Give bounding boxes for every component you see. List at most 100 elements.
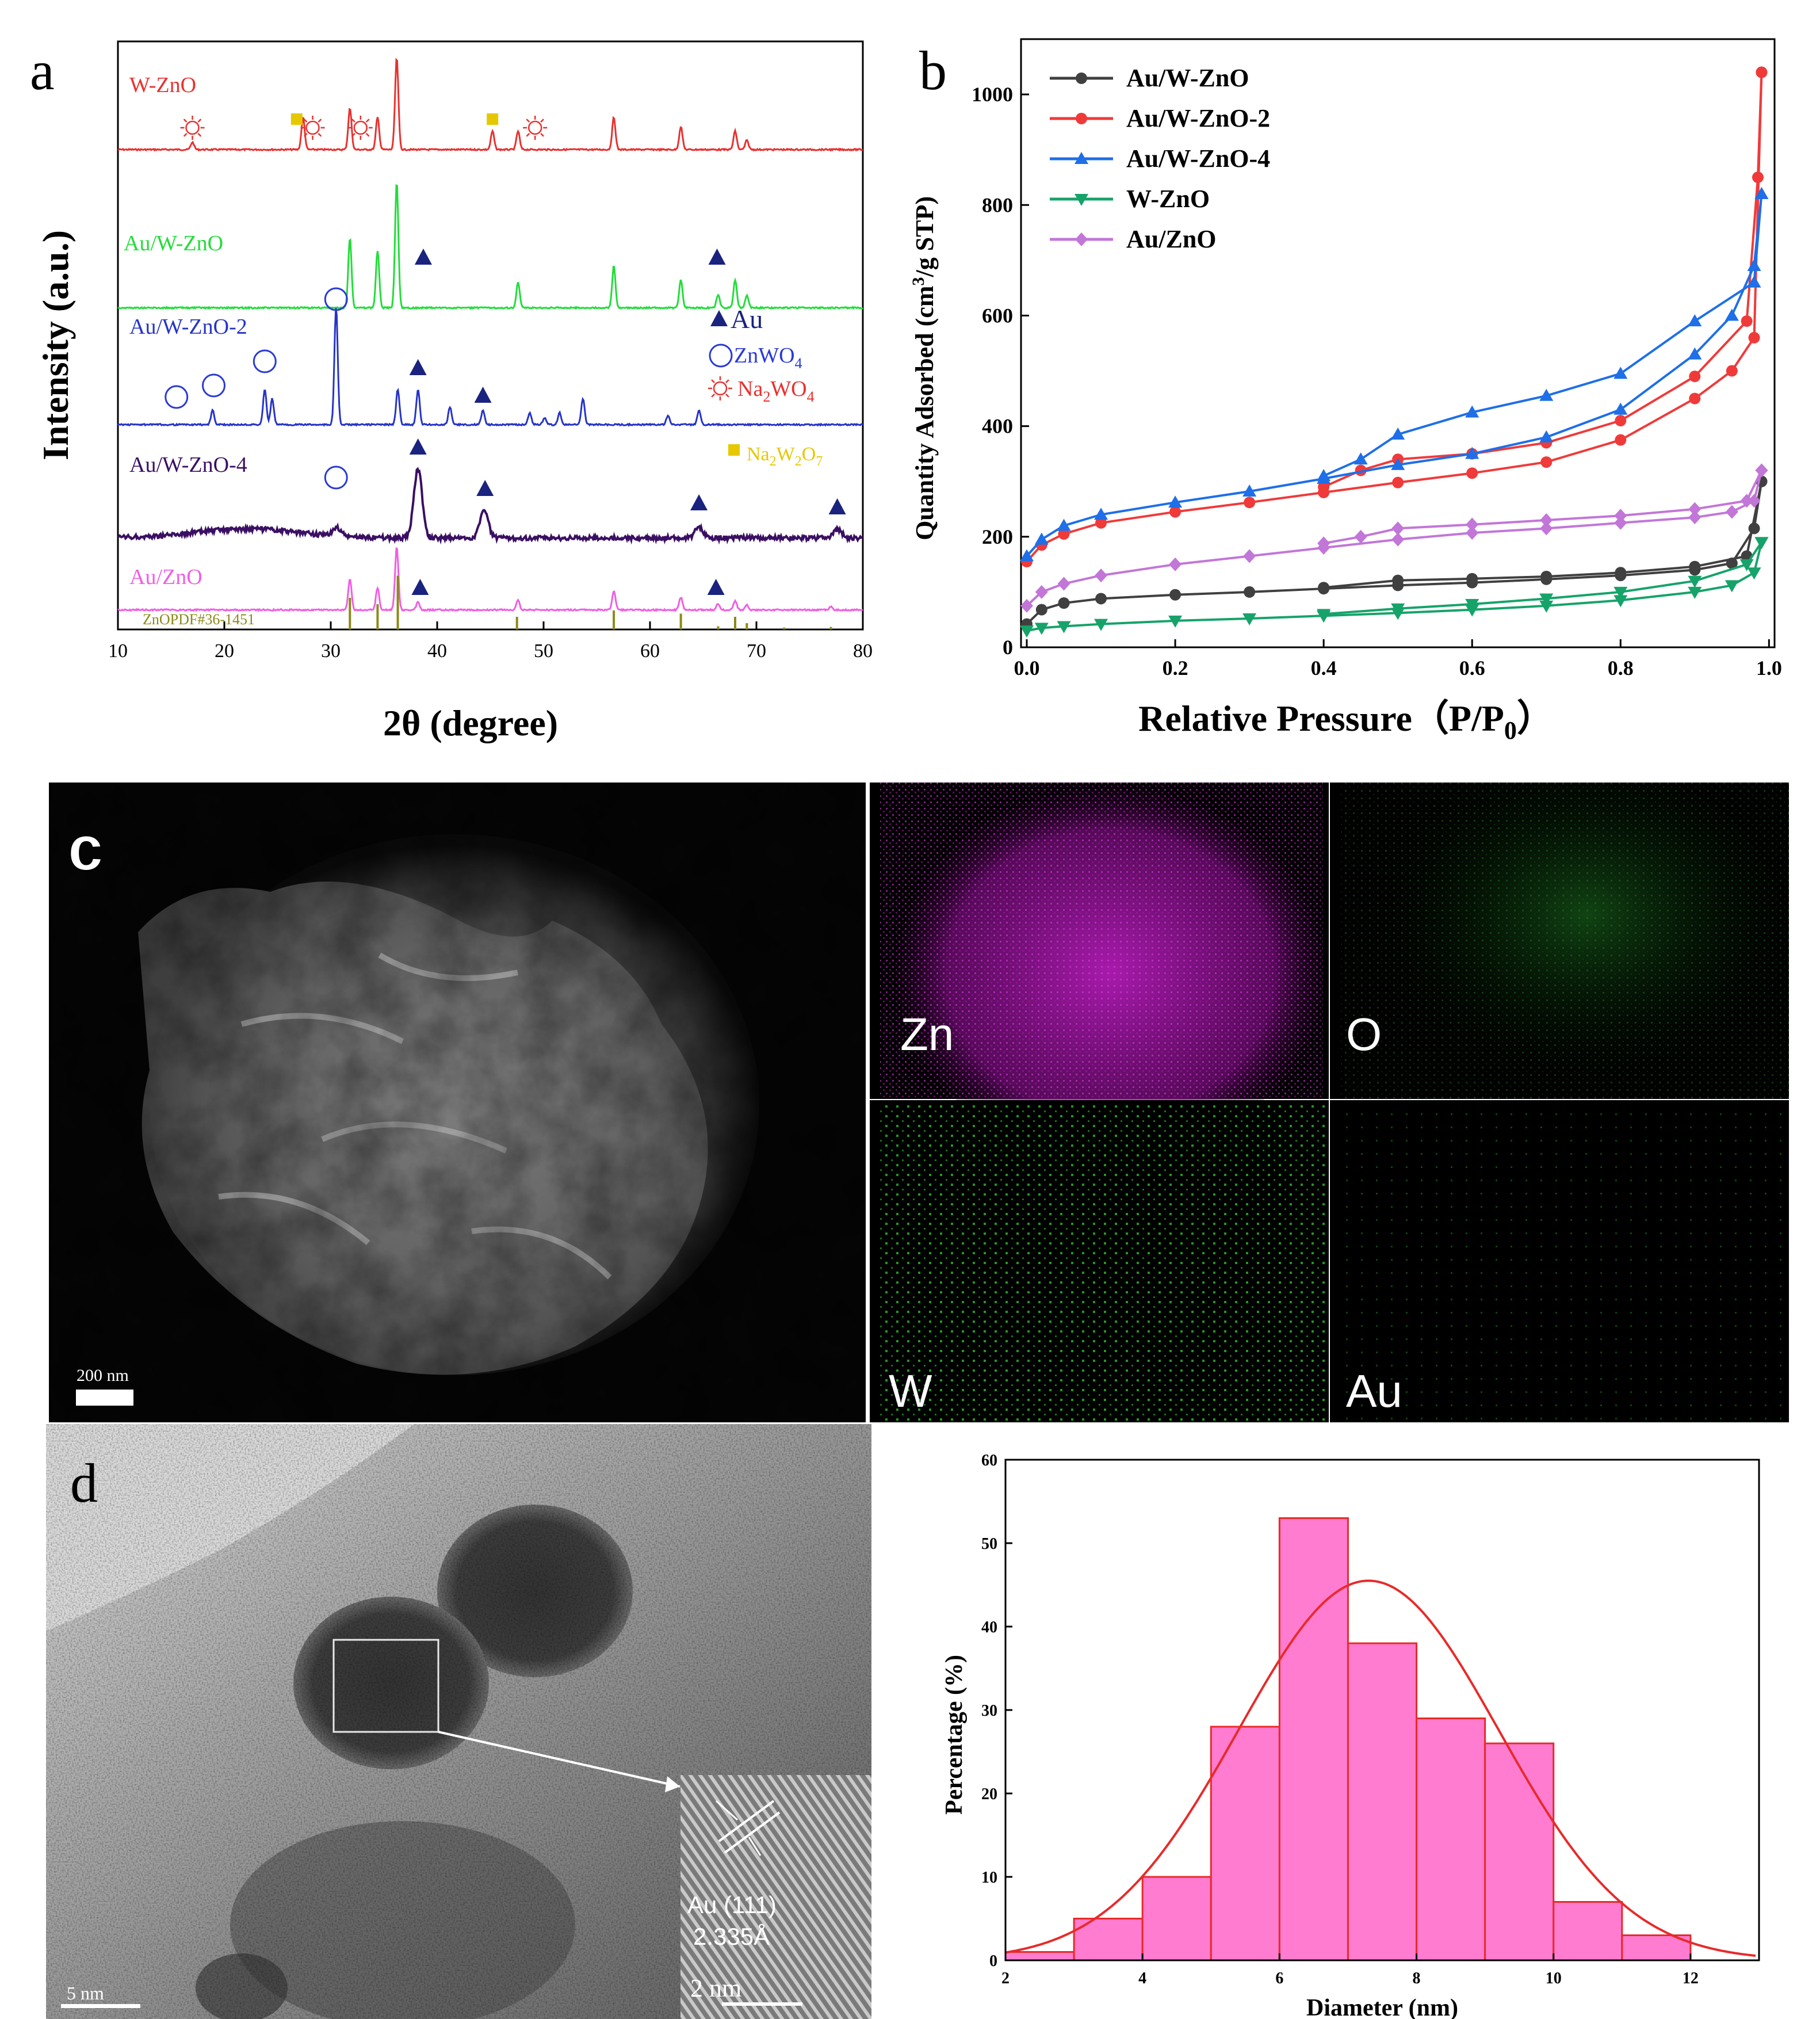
legend-znwo4-label: ZnWO4: [734, 344, 802, 372]
bet-point-au-w-zno-4: [1725, 308, 1739, 321]
sem-scalebar-label: 200 nm: [77, 1366, 129, 1385]
hist-bar-11-12: [1621, 1934, 1692, 1961]
bet-ylabel-sup: 3: [909, 277, 928, 286]
bet-point-au-w-zno-4: [1613, 367, 1628, 379]
bet-point-au-w-zno-4: [1057, 518, 1071, 531]
eds-w-dots: [877, 1105, 1326, 1421]
na2w2o7-marker: [728, 444, 740, 456]
na2wo4-marker-rays: [300, 116, 325, 140]
bet-point-au-w-zno-2: [1318, 481, 1330, 493]
bet-ylabel: Quantity Adsorbed (cm3/g STP): [909, 196, 939, 540]
legend-na2wo4-wo: WO: [770, 377, 806, 401]
eds-zn-dots: [880, 783, 1323, 1099]
hist-xtick-label: 4: [1138, 1970, 1146, 1987]
bet-point-au-w-zno: [1244, 586, 1256, 598]
bet-point-w-zno: [1539, 593, 1554, 606]
bet-point-au-zno: [1466, 526, 1479, 540]
inset-spacing-label: 2.335Å: [693, 1923, 770, 1950]
eds-o-label: O: [1346, 1009, 1382, 1060]
bet-point-au-w-zno-2: [1095, 517, 1107, 529]
bet-ytick-label: 400: [982, 415, 1013, 438]
sem-scalebar: [76, 1390, 133, 1406]
bet-xtick-label: 0.8: [1608, 657, 1634, 680]
bet-ytick-label: 200: [982, 525, 1013, 548]
bet-point-w-zno: [1613, 586, 1628, 599]
eds-au-dots: [1340, 1105, 1789, 1421]
bet-point-au-zno: [1057, 577, 1070, 591]
bet-point-au-w-zno: [1318, 582, 1330, 594]
bet-legend-label-au-w-zno-4: Au/W-ZnO-4: [1126, 144, 1270, 173]
xrd-ylabel: Intensity (a.u.): [35, 230, 76, 460]
sem-eds-panel: c 200 nm Zn O W Au: [49, 783, 1789, 1422]
xrd-label-w-zno: W-ZnO: [129, 73, 196, 97]
hist-ytick-label: 40: [981, 1619, 997, 1636]
bet-point-w-zno: [1739, 559, 1754, 571]
hist-xtick-label: 10: [1546, 1970, 1562, 1987]
eds-w-label: W: [889, 1365, 932, 1417]
bet-point-w-zno: [1613, 595, 1628, 608]
panel-b-letter: b: [919, 40, 947, 101]
bet-point-au-w-zno-2: [1540, 456, 1553, 468]
xrd-series-au-zno: [117, 547, 863, 612]
bet-point-au-zno: [1540, 521, 1553, 536]
bet-point-au-w-zno: [1689, 560, 1701, 573]
bet-point-au-w-zno-4: [1242, 484, 1257, 497]
au-marker: [476, 480, 494, 496]
legend-au-label: Au: [731, 304, 763, 334]
bet-point-au-w-zno-4: [1754, 187, 1769, 200]
bet-legend-label-au-w-zno: Au/W-ZnO: [1126, 64, 1249, 92]
na2wo4-marker: [353, 120, 368, 135]
bet-point-au-w-zno-2: [1058, 528, 1070, 540]
au-marker: [409, 438, 427, 455]
xrd-xtick-label: 30: [321, 640, 341, 662]
hist-ytick-label: 30: [981, 1702, 997, 1720]
bet-point-au-w-zno-2: [1748, 331, 1760, 344]
bet-point-au-zno: [1540, 513, 1553, 527]
bet-point-au-zno: [1740, 494, 1753, 508]
bet-point-au-w-zno: [1615, 567, 1627, 579]
bet-xtick-label: 0.4: [1311, 657, 1337, 680]
bet-point-au-zno: [1748, 494, 1761, 508]
bet-legend-marker-au-w-zno-2: [1076, 113, 1087, 124]
panel-c-letter: c: [68, 813, 103, 884]
bet-point-w-zno: [1317, 609, 1331, 621]
xrd-series-au-w-zno-2: [117, 308, 863, 427]
bet-plot-frame: [1020, 38, 1776, 648]
bet-legend-marker-au-zno: [1075, 232, 1088, 246]
bet-ylabel-main: Quantity Adsorbed (cm: [911, 286, 939, 540]
bet-point-au-w-zno-2: [1466, 467, 1478, 479]
hrtem-panel: d 5 nm Au (111) 2.335Å 2 nm: [46, 1424, 871, 2019]
bet-point-au-zno: [1020, 598, 1033, 613]
panel-d-letter: d: [70, 1452, 98, 1514]
bet-xtick-label: 0.2: [1163, 657, 1188, 680]
xrd-xtick-label: 40: [427, 640, 447, 662]
xrd-series-au-w-zno-4: [117, 467, 863, 545]
hist-bar-6-7: [1278, 1517, 1349, 1961]
bet-point-au-w-zno: [1095, 593, 1107, 605]
legend-na2wo4-na: Na: [737, 377, 763, 401]
bet-legend-marker-au-w-zno: [1076, 72, 1087, 84]
bet-point-au-w-zno: [1540, 571, 1553, 583]
legend-znwo4-main: ZnWO: [734, 344, 795, 368]
bet-point-w-zno: [1688, 575, 1702, 588]
hist-bar-7-8: [1347, 1642, 1418, 1961]
bet-point-au-w-zno-4: [1747, 258, 1761, 271]
panel-a-letter: a: [30, 40, 55, 101]
hist-xtick-label: 12: [1683, 1970, 1699, 1987]
bet-point-au-w-zno-2: [1615, 415, 1627, 427]
bet-legend-marker-w-zno: [1075, 194, 1088, 206]
bet-point-w-zno: [1688, 586, 1702, 599]
bet-xlabel-sub: 0: [1504, 716, 1517, 745]
bet-point-au-zno: [1391, 532, 1405, 547]
bet-line-au-w-zno-2-desorption: [1323, 72, 1763, 488]
na2wo4-marker-rays: [523, 116, 548, 140]
legend-na2w2o7-label: Na2W2O7: [747, 444, 823, 469]
znwo4-marker: [202, 373, 225, 398]
xrd-xtick-label: 70: [747, 640, 766, 662]
bet-point-au-zno: [1095, 568, 1108, 583]
bet-point-w-zno: [1465, 599, 1479, 612]
na2wo4-marker: [185, 120, 200, 135]
bet-point-au-zno: [1688, 502, 1702, 516]
na2wo4-marker: [305, 120, 320, 135]
inset-scalebar-label: 2 nm: [690, 1974, 741, 2002]
